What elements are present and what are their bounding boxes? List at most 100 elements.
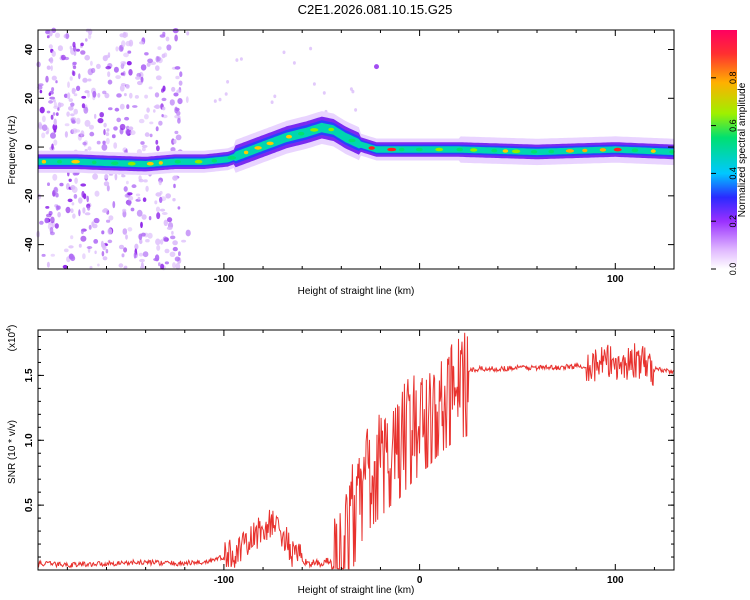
noise-speck bbox=[87, 78, 92, 82]
noise-speck bbox=[39, 89, 43, 94]
snr-panel: -100 0 100 0.5 1.0 1.5 Height of straight li… bbox=[6, 325, 675, 596]
noise-speck bbox=[84, 54, 90, 61]
noise-speck bbox=[173, 139, 177, 144]
noise-speck bbox=[108, 107, 113, 111]
noise-speck bbox=[177, 206, 181, 210]
snr-multiplier-exponent: 4 bbox=[6, 328, 13, 332]
y-tick-label: -40 bbox=[24, 237, 35, 252]
noise-speck bbox=[85, 38, 88, 42]
ridge-hotspot bbox=[613, 147, 622, 152]
noise-speck bbox=[175, 75, 180, 80]
noise-speck bbox=[71, 120, 76, 124]
noise-speck bbox=[105, 249, 109, 254]
spectrogram-y-ticks: 40 20 0 -20 -40 bbox=[24, 44, 674, 252]
noise-speck bbox=[148, 86, 153, 90]
noise-speck bbox=[66, 92, 71, 100]
y-tick-label: -20 bbox=[24, 188, 35, 203]
noise-speck bbox=[144, 132, 150, 137]
noise-speck bbox=[86, 195, 89, 203]
noise-speck bbox=[165, 193, 171, 199]
noise-speck bbox=[80, 42, 84, 47]
noise-speck bbox=[156, 212, 161, 220]
noise-speck bbox=[149, 121, 154, 125]
ridge-hotspot bbox=[158, 161, 163, 165]
noise-speck bbox=[39, 106, 45, 114]
noise-speck bbox=[102, 140, 106, 145]
noise-speck bbox=[155, 139, 159, 145]
noise-speck bbox=[86, 246, 93, 249]
spectrogram-y-axis-label: Frequency (Hz) bbox=[7, 116, 18, 185]
noise-speck bbox=[118, 263, 124, 268]
noise-speck bbox=[145, 239, 150, 243]
noise-speck bbox=[76, 85, 81, 92]
noise-speck bbox=[80, 235, 87, 242]
noise-speck bbox=[87, 33, 92, 40]
noise-speck bbox=[130, 207, 135, 212]
noise-speck bbox=[124, 93, 127, 97]
noise-speck bbox=[155, 238, 161, 246]
y-tick-label: 0.5 bbox=[24, 498, 35, 512]
colorbar-tick-label: 0.6 bbox=[728, 119, 738, 132]
noise-speck bbox=[82, 207, 86, 214]
noise-speck bbox=[54, 223, 59, 229]
noise-speck bbox=[46, 65, 51, 70]
noise-speck bbox=[106, 128, 110, 132]
noise-speck bbox=[169, 251, 176, 257]
noise-speck bbox=[92, 90, 97, 98]
y-tick-label: 1.5 bbox=[24, 368, 35, 382]
noise-speck bbox=[89, 131, 95, 137]
noise-speck bbox=[103, 208, 108, 213]
colorbar-label: Normalized spectral amplitude bbox=[737, 82, 748, 217]
noise-speck bbox=[147, 232, 153, 239]
noise-speck bbox=[57, 107, 60, 111]
noise-speck bbox=[113, 142, 118, 149]
noise-speck bbox=[158, 262, 161, 267]
noise-speck bbox=[128, 69, 133, 76]
noise-speck bbox=[99, 112, 104, 118]
noise-speck bbox=[46, 213, 52, 218]
noise-speck bbox=[131, 184, 137, 189]
noise-speck bbox=[138, 252, 144, 257]
noise-speck bbox=[77, 133, 82, 141]
noise-speck bbox=[122, 208, 127, 213]
noise-speck bbox=[179, 71, 183, 78]
noise-speck bbox=[175, 134, 182, 141]
noise-speck bbox=[97, 92, 101, 98]
noise-speck bbox=[114, 107, 120, 112]
noise-speck bbox=[155, 192, 162, 197]
noise-speck bbox=[45, 206, 50, 209]
noise-speck bbox=[53, 186, 59, 194]
noise-speck bbox=[41, 124, 48, 131]
noise-speck bbox=[66, 111, 70, 117]
noise-speck bbox=[50, 65, 53, 71]
noise-speck bbox=[172, 262, 176, 269]
noise-speck bbox=[172, 198, 176, 202]
snr-x-ticks: -100 0 100 bbox=[66, 330, 655, 586]
noise-speck bbox=[52, 173, 58, 181]
noise-speck bbox=[125, 84, 130, 89]
noise-speck bbox=[36, 61, 41, 68]
colorbar-tick-label: 0.0 bbox=[728, 263, 738, 276]
ridge-hotspot bbox=[415, 147, 423, 152]
noise-speck bbox=[122, 70, 126, 77]
noise-speck bbox=[120, 61, 127, 65]
noise-speck bbox=[93, 217, 100, 224]
noise-speck bbox=[124, 32, 129, 38]
noise-speck bbox=[52, 112, 56, 116]
noise-speck bbox=[136, 209, 143, 217]
noise-speck bbox=[154, 200, 158, 205]
noise-speck bbox=[142, 147, 146, 152]
ridge-hotspot bbox=[387, 147, 397, 152]
noise-speck bbox=[67, 81, 70, 88]
noise-speck bbox=[56, 205, 61, 210]
noise-speck bbox=[138, 233, 143, 241]
noise-speck bbox=[119, 103, 125, 110]
noise-speck bbox=[108, 215, 114, 221]
noise-speck bbox=[53, 118, 57, 126]
noise-speck bbox=[224, 92, 228, 96]
noise-speck bbox=[72, 65, 77, 70]
noise-speck bbox=[170, 147, 176, 152]
snr-frame bbox=[37, 329, 675, 571]
noise-speck bbox=[142, 197, 147, 202]
ridge-hotspot bbox=[348, 138, 356, 143]
